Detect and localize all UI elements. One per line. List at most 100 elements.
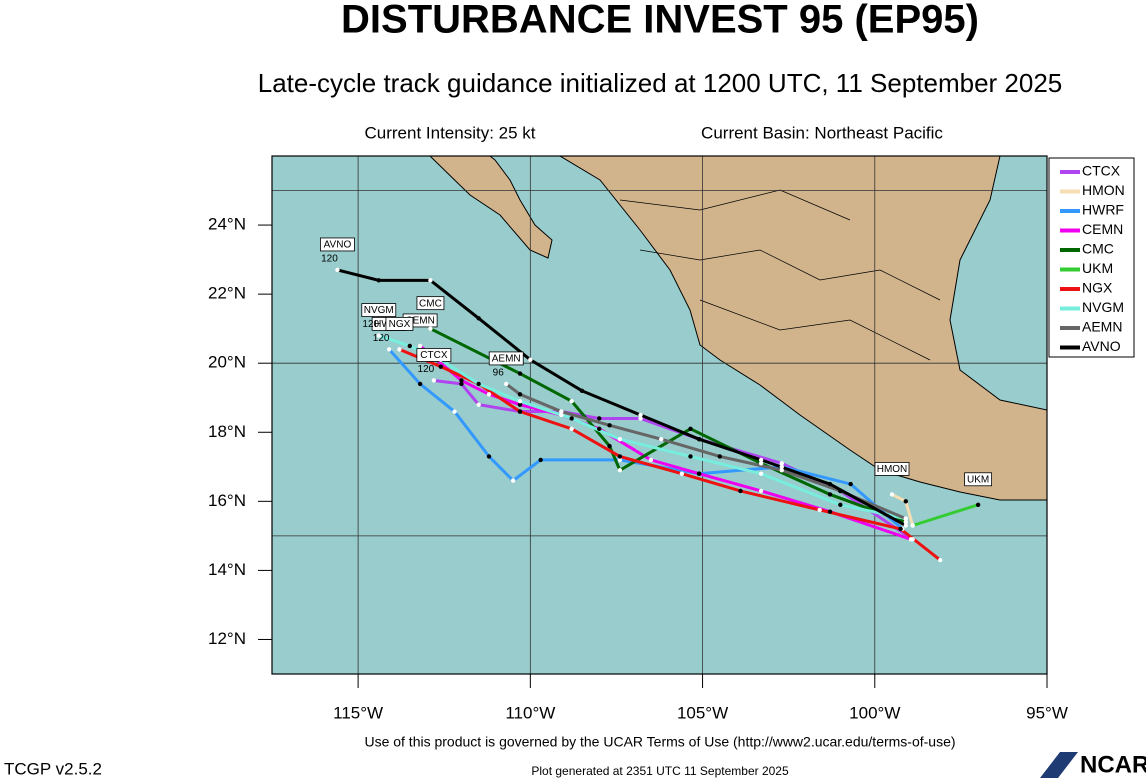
- tau-label: 120: [373, 333, 390, 344]
- track-point: [376, 333, 381, 338]
- track-point: [528, 357, 533, 362]
- legend-label: AEMN: [1082, 319, 1122, 335]
- track-point: [428, 326, 433, 331]
- track-point: [510, 478, 516, 483]
- track-point: [579, 388, 585, 394]
- track-point: [607, 423, 612, 428]
- y-tick-label: 22°N: [208, 284, 246, 303]
- track-point: [569, 398, 574, 404]
- tag-label: CEMN: [405, 316, 434, 327]
- track-point: [717, 454, 722, 459]
- track-point: [758, 471, 764, 476]
- track-point: [696, 471, 702, 476]
- x-tick-label: 115°W: [333, 703, 383, 722]
- track-point: [476, 381, 481, 387]
- legend-label: AVNO: [1082, 338, 1121, 354]
- track-point: [376, 278, 381, 283]
- track-point: [607, 443, 612, 449]
- track-point: [827, 481, 833, 487]
- track-point: [486, 454, 492, 459]
- track-point: [617, 436, 623, 442]
- tag-box: [874, 462, 910, 476]
- track-point: [648, 457, 654, 463]
- title: DISTURBANCE INVEST 95 (EP95): [341, 0, 979, 42]
- track-point: [779, 464, 784, 469]
- tag-label: CTCX: [420, 350, 448, 361]
- track-point: [476, 402, 481, 407]
- tau-label: 120: [321, 254, 338, 265]
- track-point: [975, 502, 981, 507]
- plot: CTCX120HMONHWRF120CEMNCMCUKMNGXNVGM120AE…: [272, 156, 1048, 674]
- logo-mark: [1040, 752, 1078, 778]
- track-point: [638, 416, 643, 421]
- track-point: [817, 507, 822, 513]
- intensity: Current Intensity: 25 kt: [364, 123, 535, 142]
- legend-label: NGX: [1082, 280, 1113, 296]
- track-point: [903, 499, 908, 504]
- track-point: [903, 519, 908, 525]
- y-tick-label: 12°N: [208, 629, 246, 648]
- track-point: [903, 523, 908, 528]
- y-tick-label: 14°N: [208, 560, 246, 579]
- track: [912, 503, 979, 527]
- track-point: [486, 392, 492, 397]
- track-point: [889, 492, 895, 497]
- legend-label: CMC: [1082, 241, 1114, 257]
- legend-label: NVGM: [1082, 299, 1124, 315]
- tag-label: AEMN: [492, 354, 521, 365]
- track-point: [827, 509, 833, 514]
- land: [429, 156, 1047, 501]
- track-point: [417, 381, 423, 387]
- x-tick-label: 110°W: [505, 703, 555, 722]
- tau-label: 120: [418, 364, 435, 375]
- track-point: [638, 412, 643, 418]
- tag-box: [964, 472, 993, 487]
- track-point: [438, 364, 443, 369]
- track-point: [559, 409, 564, 414]
- track-point: [459, 381, 464, 387]
- track-point: [838, 488, 843, 494]
- track-point: [517, 402, 523, 407]
- track-point: [335, 267, 340, 273]
- x-tick-label: 100°W: [849, 703, 900, 722]
- track-point: [779, 461, 784, 466]
- tag-box: [320, 237, 355, 252]
- legend-label: UKM: [1082, 260, 1113, 276]
- tau-label: 96: [493, 368, 505, 379]
- x-tick-label: 95°W: [1026, 703, 1068, 722]
- tag-label: NVGM: [364, 305, 394, 316]
- y-tick-label: 16°N: [208, 491, 246, 510]
- track-point: [758, 461, 764, 466]
- track-point: [597, 426, 602, 432]
- track-point: [569, 416, 574, 421]
- track-point: [910, 523, 915, 528]
- x-tick-label: 105°W: [677, 703, 728, 722]
- track-point: [938, 557, 943, 563]
- track-point: [903, 516, 908, 521]
- tag-label: NGX: [389, 319, 411, 330]
- logo: NCAR: [1080, 751, 1146, 778]
- tag-label: UKM: [967, 474, 989, 485]
- frame: [271, 155, 1048, 675]
- tag-label: HMON: [877, 464, 908, 475]
- tag-box: [416, 296, 445, 311]
- track-point: [504, 381, 509, 387]
- track-point: [386, 347, 392, 352]
- track-point: [848, 481, 853, 487]
- track-point: [431, 378, 437, 383]
- track-point: [452, 409, 457, 414]
- track-point: [617, 457, 623, 463]
- track-point: [838, 502, 843, 507]
- track-point: [397, 347, 402, 352]
- tag-box: [488, 351, 524, 366]
- y-tick-label: 20°N: [208, 353, 246, 372]
- tag-box: [385, 316, 414, 331]
- generated: Plot generated at 2351 UTC 11 September …: [531, 764, 789, 778]
- y-tick-label: 24°N: [208, 215, 246, 234]
- track-point: [898, 526, 903, 532]
- track-point: [779, 468, 784, 473]
- track-point: [617, 468, 623, 473]
- track-point: [517, 392, 523, 397]
- track-point: [517, 398, 523, 404]
